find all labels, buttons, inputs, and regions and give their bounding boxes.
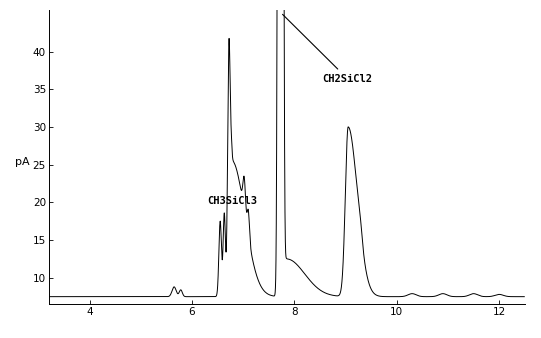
Y-axis label: pA: pA: [15, 157, 30, 167]
Text: CH2SiCl2: CH2SiCl2: [282, 14, 373, 84]
Text: CH3SiCl3: CH3SiCl3: [207, 196, 258, 206]
